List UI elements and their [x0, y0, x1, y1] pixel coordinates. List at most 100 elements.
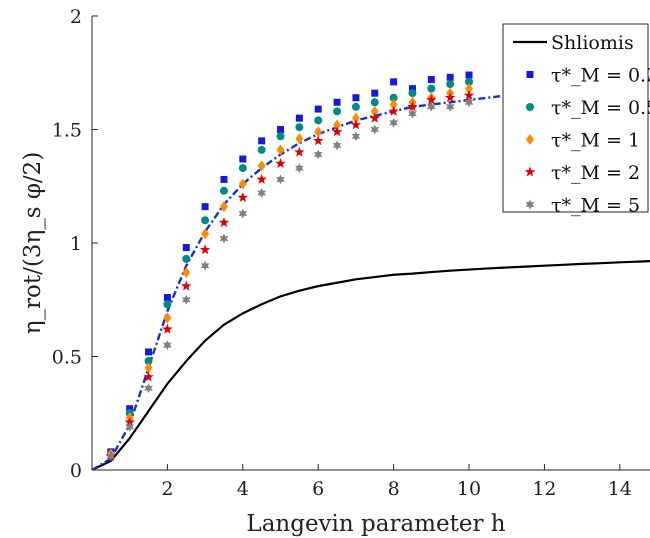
data-point: [295, 133, 304, 145]
legend-marker: [524, 166, 536, 177]
data-point: [201, 216, 210, 225]
plot-area: [92, 71, 650, 470]
data-point: [294, 146, 305, 157]
data-point: [201, 203, 209, 211]
data-point: [427, 84, 436, 93]
data-point: [426, 101, 436, 112]
axes: 2 4 6 8 10 12 14 0 0.5 1 1.5 2 Langevin parameter h η…: [20, 6, 650, 537]
data-point: [163, 293, 171, 301]
legend-marker: [525, 199, 535, 210]
legend-box: [502, 23, 649, 213]
series-1: [107, 71, 473, 456]
data-point: [463, 89, 475, 100]
data-point: [239, 155, 247, 163]
legend-marker: [526, 134, 534, 145]
data-point: [333, 107, 342, 116]
data-point: [237, 192, 249, 203]
data-point: [218, 217, 230, 228]
data-point: [465, 71, 473, 79]
legend-marker: [526, 103, 534, 111]
data-point: [369, 112, 380, 123]
data-point: [370, 124, 380, 135]
data-point: [295, 163, 304, 174]
data-point: [314, 116, 323, 125]
legend-label: τ*_M = 0.2: [551, 65, 650, 87]
shliomis-line: [92, 260, 650, 470]
x-tick-label: 6: [312, 478, 324, 500]
data-point: [124, 416, 135, 427]
data-point: [182, 254, 191, 263]
data-point: [219, 186, 228, 195]
y-tick-label: 0.5: [52, 347, 82, 369]
x-tick-label: 10: [457, 478, 481, 500]
data-point: [182, 244, 190, 252]
data-point: [371, 89, 379, 97]
data-point: [314, 105, 322, 113]
series-5: [106, 97, 474, 462]
data-point: [465, 77, 474, 86]
data-point: [370, 105, 379, 117]
x-tick-label: 8: [388, 478, 400, 500]
data-point: [426, 94, 437, 105]
data-point: [408, 85, 416, 93]
x-tick-label: 14: [608, 478, 632, 500]
data-point: [446, 73, 454, 81]
legend-label: τ*_M = 0.5: [551, 97, 650, 119]
data-point: [256, 173, 267, 184]
data-point: [408, 108, 417, 119]
data-point: [464, 97, 474, 108]
data-point: [313, 149, 323, 160]
data-point: [427, 76, 435, 84]
data-point: [181, 280, 192, 291]
data-point: [445, 101, 455, 112]
data-point: [238, 178, 247, 190]
data-point: [200, 260, 210, 271]
legend-label: τ*_M = 1: [551, 130, 640, 152]
data-point: [182, 267, 191, 279]
data-point: [125, 421, 135, 432]
data-point: [276, 174, 285, 185]
data-point: [314, 126, 323, 138]
data-point: [408, 89, 417, 98]
x-axis-label: Langevin parameter h: [246, 511, 505, 537]
data-point: [370, 98, 379, 107]
legend-marker: [526, 71, 534, 78]
legend: Shliomis τ*_M = 0.2 τ*_M = 0.5 τ*_M = 1 τ*_M…: [502, 23, 650, 217]
data-point: [163, 312, 172, 324]
data-point: [295, 114, 303, 122]
y-axis-label: η_rot/(3η_s φ/2): [20, 152, 46, 335]
legend-label-shliomis: Shliomis: [551, 32, 634, 54]
data-point: [144, 357, 153, 366]
data-point: [199, 244, 211, 255]
data-point: [333, 119, 342, 131]
data-point: [162, 323, 173, 334]
x-tick-label: 2: [161, 478, 173, 500]
y-tick-label: 2: [70, 6, 82, 28]
data-point: [181, 294, 191, 305]
data-point: [350, 119, 362, 130]
y-tick-label: 0: [70, 460, 82, 482]
data-point: [351, 112, 360, 124]
data-point: [276, 144, 285, 156]
series-4: [105, 89, 475, 461]
data-point: [351, 102, 360, 111]
data-point: [257, 160, 266, 172]
y-tick-label: 1: [70, 233, 82, 255]
data-point: [331, 126, 343, 137]
data-point: [446, 80, 455, 89]
x-tick-label: 4: [237, 478, 249, 500]
data-point: [389, 99, 398, 111]
data-point: [389, 117, 398, 128]
data-point: [390, 78, 398, 86]
data-point: [126, 405, 134, 413]
data-point: [163, 300, 172, 309]
data-point: [144, 362, 153, 374]
data-point: [238, 208, 248, 219]
data-point: [144, 383, 153, 394]
data-point: [332, 140, 342, 151]
data-point: [257, 188, 266, 199]
data-point: [465, 83, 474, 95]
data-point: [143, 371, 154, 382]
data-point: [277, 126, 285, 133]
